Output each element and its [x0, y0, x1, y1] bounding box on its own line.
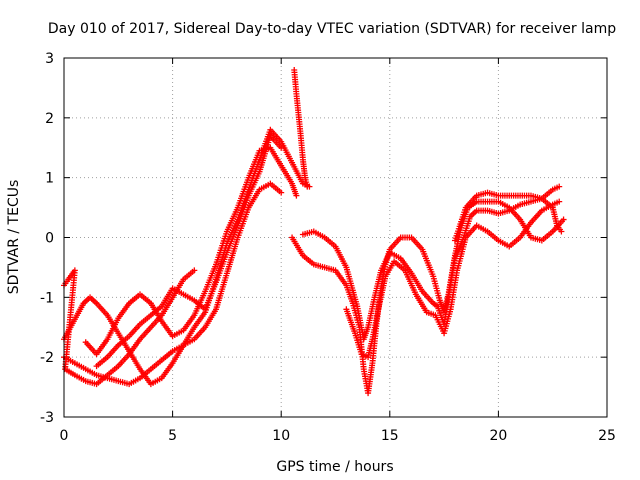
plot-frame	[63, 57, 608, 418]
series-arc-8	[299, 183, 563, 343]
x-tick-label: 5	[168, 428, 177, 444]
x-axis-label: GPS time / hours	[276, 459, 393, 475]
data-point	[278, 189, 285, 196]
data-point	[278, 144, 285, 151]
data-point	[293, 192, 300, 199]
y-tick-label: -1	[40, 290, 54, 306]
chart-title: Day 010 of 2017, Sidereal Day-to-day VTE…	[48, 21, 616, 37]
axis-ticks	[63, 57, 608, 418]
x-tick-label: 10	[272, 428, 290, 444]
data-point	[191, 267, 198, 274]
y-tick-label: -3	[40, 410, 54, 426]
data-point	[558, 228, 565, 235]
series-arc-2	[61, 180, 285, 388]
y-tick-label: -2	[40, 350, 54, 366]
x-tick-label: 0	[60, 428, 69, 444]
x-tick-label: 25	[598, 428, 616, 444]
data-series	[61, 66, 567, 397]
series-arc-6	[291, 66, 311, 190]
series-arc-5	[93, 132, 285, 370]
data-point	[560, 216, 567, 223]
series-arc-4	[82, 144, 300, 358]
x-tick-label: 15	[381, 428, 399, 444]
y-axis-label: SDTVAR / TECUs	[6, 180, 22, 295]
x-tick-label: 20	[489, 428, 507, 444]
y-tick-label: 0	[45, 231, 54, 247]
data-point	[556, 198, 563, 205]
y-tick-label: 1	[45, 171, 54, 187]
y-tick-label: 3	[45, 51, 54, 67]
series-arc-10	[451, 189, 565, 244]
data-point	[556, 183, 563, 190]
y-tick-label: 2	[45, 111, 54, 127]
series-arc-9	[343, 198, 563, 361]
grid-lines	[64, 58, 607, 417]
data-point	[304, 183, 311, 190]
tick-labels: 0 5 10 15 20 25 -3 -2 -1 0 1 2 3	[40, 51, 616, 444]
